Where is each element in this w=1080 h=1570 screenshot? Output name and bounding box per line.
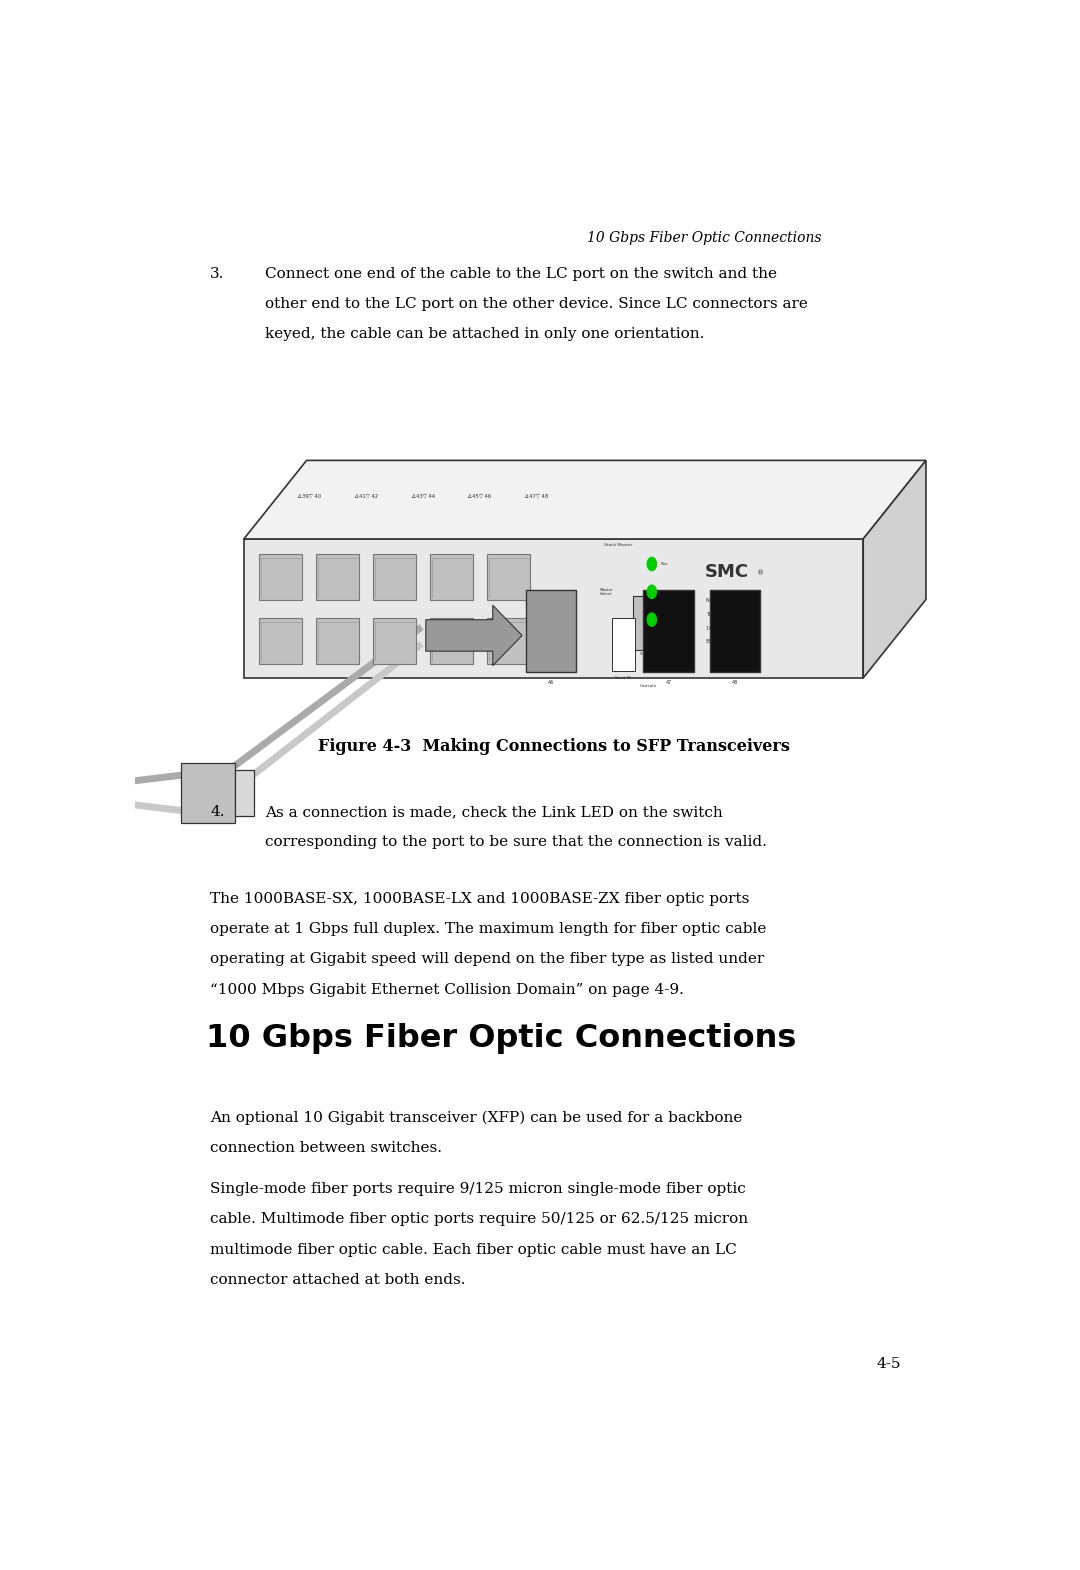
Text: 47: 47: [665, 680, 672, 685]
Polygon shape: [430, 619, 473, 664]
Text: 8848M: 8848M: [706, 639, 723, 644]
Polygon shape: [430, 554, 473, 600]
Text: ®: ®: [757, 570, 765, 576]
Polygon shape: [863, 460, 926, 678]
Text: Figure 4-3  Making Connections to SFP Transceivers: Figure 4-3 Making Connections to SFP Tra…: [318, 738, 789, 755]
FancyBboxPatch shape: [611, 617, 635, 670]
Text: Stack Master: Stack Master: [604, 543, 633, 546]
Text: Connect one end of the cable to the LC port on the switch and the: Connect one end of the cable to the LC p…: [265, 267, 777, 281]
Text: Stack ID: Stack ID: [616, 675, 632, 680]
Text: ∆ 41▽ 42: ∆ 41▽ 42: [353, 493, 378, 498]
Text: connection between switches.: connection between switches.: [211, 1141, 443, 1156]
Text: 4.: 4.: [211, 805, 225, 820]
Text: operating at Gigabit speed will depend on the fiber type as listed under: operating at Gigabit speed will depend o…: [211, 953, 765, 967]
Text: 48: 48: [732, 680, 739, 685]
Text: Single-mode fiber ports require 9/125 micron single-mode fiber optic: Single-mode fiber ports require 9/125 mi…: [211, 1182, 746, 1196]
Polygon shape: [711, 590, 760, 672]
Text: Module Diag: Module Diag: [640, 634, 665, 639]
Polygon shape: [181, 763, 235, 823]
Text: SMC: SMC: [705, 564, 750, 581]
Polygon shape: [373, 619, 416, 664]
Text: 10 Gbps Fiber Optic Connections: 10 Gbps Fiber Optic Connections: [206, 1022, 797, 1053]
Polygon shape: [426, 604, 522, 666]
Text: other end to the LC port on the other device. Since LC connectors are: other end to the LC port on the other de…: [265, 297, 808, 311]
Text: ∆ 45▽ 46: ∆ 45▽ 46: [468, 493, 491, 498]
Text: cable. Multimode fiber optic ports require 50/125 or 62.5/125 micron: cable. Multimode fiber optic ports requi…: [211, 1212, 748, 1226]
Text: TigerStack II: TigerStack II: [706, 612, 737, 617]
Text: Master
Select: Master Select: [600, 587, 613, 597]
Polygon shape: [644, 590, 693, 672]
Circle shape: [647, 612, 657, 626]
Text: connector attached at both ends.: connector attached at both ends.: [211, 1273, 465, 1287]
Text: keyed, the cable can be attached in only one orientation.: keyed, the cable can be attached in only…: [265, 328, 704, 341]
Text: 4-5: 4-5: [876, 1356, 901, 1371]
Polygon shape: [526, 590, 577, 672]
Text: 3.: 3.: [211, 267, 225, 281]
Text: Console: Console: [640, 685, 658, 688]
Polygon shape: [315, 619, 360, 664]
Text: 46: 46: [549, 680, 554, 685]
Text: Stack Link: Stack Link: [640, 653, 660, 656]
Text: operate at 1 Gbps full duplex. The maximum length for fiber optic cable: operate at 1 Gbps full duplex. The maxim…: [211, 922, 767, 936]
Polygon shape: [259, 554, 302, 600]
Text: N e t w o r k s: N e t w o r k s: [706, 598, 740, 603]
Text: corresponding to the port to be sure that the connection is valid.: corresponding to the port to be sure tha…: [265, 835, 767, 849]
Text: 10 Gbps Fiber Optic Connections: 10 Gbps Fiber Optic Connections: [586, 231, 821, 245]
Text: The 1000BASE-SX, 1000BASE-LX and 1000BASE-ZX fiber optic ports: The 1000BASE-SX, 1000BASE-LX and 1000BAS…: [211, 892, 750, 906]
Circle shape: [647, 586, 657, 598]
Polygon shape: [633, 595, 664, 650]
Polygon shape: [486, 619, 530, 664]
Polygon shape: [244, 460, 926, 539]
Polygon shape: [373, 554, 416, 600]
Circle shape: [647, 557, 657, 570]
Polygon shape: [244, 539, 863, 678]
Text: An optional 10 Gigabit transceiver (XFP) can be used for a backbone: An optional 10 Gigabit transceiver (XFP)…: [211, 1112, 743, 1126]
Text: ∆ 43▽ 44: ∆ 43▽ 44: [410, 493, 435, 498]
Text: multimode fiber optic cable. Each fiber optic cable must have an LC: multimode fiber optic cable. Each fiber …: [211, 1242, 737, 1256]
Polygon shape: [235, 769, 254, 816]
Text: 10/100/1 000: 10/100/1 000: [706, 625, 739, 631]
Text: As a connection is made, check the Link LED on the switch: As a connection is made, check the Link …: [265, 805, 723, 820]
Polygon shape: [486, 554, 530, 600]
Text: “1000 Mbps Gigabit Ethernet Collision Domain” on page 4-9.: “1000 Mbps Gigabit Ethernet Collision Do…: [211, 983, 685, 997]
Polygon shape: [259, 619, 302, 664]
Text: RPS: RPS: [660, 604, 669, 608]
Text: Pwr: Pwr: [660, 562, 667, 567]
Text: ∆ 39▽ 40: ∆ 39▽ 40: [297, 493, 321, 498]
Polygon shape: [315, 554, 360, 600]
Text: ∆ 47▽ 48: ∆ 47▽ 48: [525, 493, 549, 498]
